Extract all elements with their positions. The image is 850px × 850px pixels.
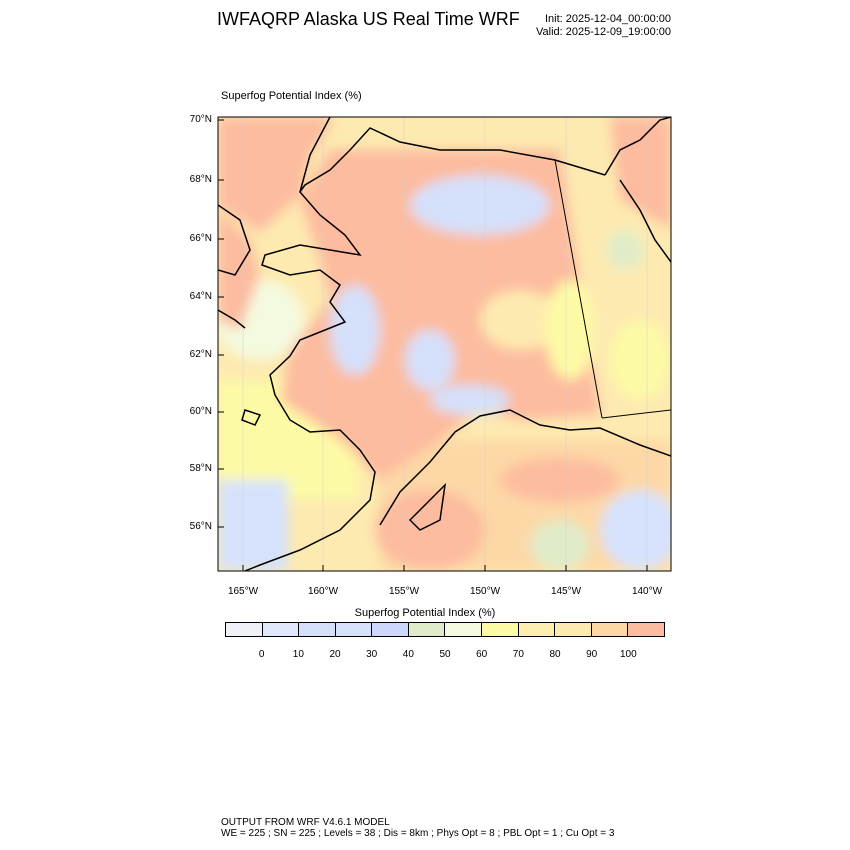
colorbar-cell: [408, 623, 446, 636]
colorbar-label: 80: [549, 649, 561, 660]
colorbar-cell: [299, 623, 336, 636]
lat-tick-label: 62°N: [189, 349, 212, 360]
map-field: [218, 117, 671, 571]
colorbar-cell: [518, 623, 556, 636]
init-valid-times: Init: 2025-12-04_00:00:00 Valid: 2025-12…: [536, 13, 671, 39]
lon-tick-label: 165°W: [227, 586, 259, 597]
coastlines: [218, 117, 671, 571]
valid-time: Valid: 2025-12-09_19:00:00: [536, 26, 671, 38]
colorbar-cell: [262, 623, 300, 636]
lat-tick-label: 66°N: [189, 233, 212, 244]
lon-tick-label: 150°W: [469, 586, 501, 597]
colorbar-label: 90: [586, 649, 598, 660]
footer-line-1: OUTPUT FROM WRF V4.6.1 MODEL: [221, 817, 390, 828]
lat-tick-label: 58°N: [189, 463, 212, 474]
map-frame: [217, 116, 672, 572]
plot-title: IWFAQRP Alaska US Real Time WRF: [217, 9, 520, 29]
colorbar-cell: [372, 623, 409, 636]
colorbar-label: 20: [329, 649, 341, 660]
lon-tick-label: 145°W: [550, 586, 582, 597]
graticule: [242, 117, 648, 571]
lat-tick-label: 68°N: [189, 174, 212, 185]
colorbar: [225, 622, 665, 637]
lat-tick-label: 60°N: [189, 406, 212, 417]
init-time: Init: 2025-12-04_00:00:00: [545, 13, 671, 25]
lon-tick-label: 155°W: [388, 586, 420, 597]
lat-tick-label: 64°N: [189, 291, 212, 302]
field-label: Superfog Potential Index (%): [221, 90, 362, 102]
colorbar-label: 60: [476, 649, 488, 660]
colorbar-title: Superfog Potential Index (%): [354, 607, 496, 619]
lon-tick-label: 140°W: [631, 586, 663, 597]
colorbar-cell: [335, 623, 373, 636]
colorbar-label: 10: [292, 649, 304, 660]
colorbar-cell: [445, 623, 483, 636]
lat-tick-label: 56°N: [189, 521, 212, 532]
colorbar-label: 40: [402, 649, 414, 660]
colorbar-label: 30: [366, 649, 378, 660]
colorbar-cell: [555, 623, 592, 636]
lat-tick-label: 70°N: [189, 114, 212, 125]
colorbar-cell: [226, 623, 263, 636]
colorbar-label: 0: [258, 649, 265, 660]
lon-tick-label: 160°W: [307, 586, 339, 597]
borders: [554, 159, 671, 419]
colorbar-label: 100: [619, 649, 637, 660]
colorbar-label: 70: [512, 649, 524, 660]
model-info: OUTPUT FROM WRF V4.6.1 MODEL WE = 225 ; …: [221, 817, 614, 839]
footer-line-2: WE = 225 ; SN = 225 ; Levels = 38 ; Dis …: [221, 828, 615, 839]
colorbar-cell: [591, 623, 629, 636]
colorbar-label: 50: [439, 649, 451, 660]
colorbar-cell: [628, 623, 664, 636]
colorbar-cell: [482, 623, 519, 636]
